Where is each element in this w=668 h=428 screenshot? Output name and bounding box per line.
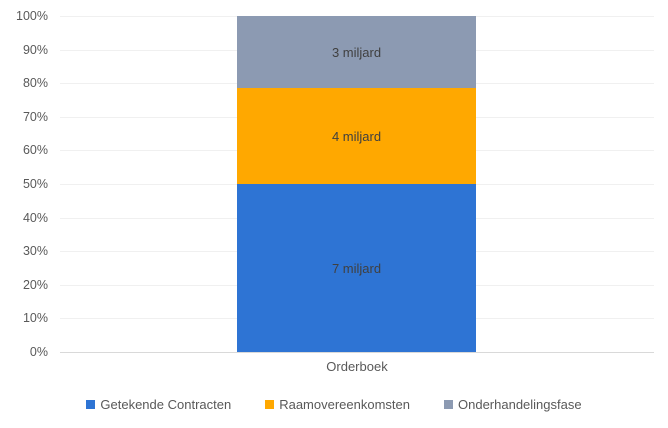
legend-item-raamovereenkomsten: Raamovereenkomsten xyxy=(265,397,410,412)
y-tick-label: 90% xyxy=(22,42,48,57)
data-label: 7 miljard xyxy=(331,260,382,276)
legend-label: Getekende Contracten xyxy=(100,397,232,412)
y-tick-label: 10% xyxy=(22,311,48,326)
legend-label: Raamovereenkomsten xyxy=(279,397,410,412)
legend-swatch-icon xyxy=(444,400,453,409)
x-axis-line xyxy=(60,352,654,353)
data-label: 3 miljard xyxy=(331,44,382,60)
legend-label: Onderhandelingsfase xyxy=(458,397,582,412)
y-tick-label: 0% xyxy=(29,345,48,359)
legend: Getekende Contracten Raamovereenkomsten On… xyxy=(0,397,668,412)
bar-segment-getekende-contracten: 7 miljard xyxy=(237,184,476,352)
data-label: 4 miljard xyxy=(331,128,382,144)
plot-area: 3 miljard 4 miljard 7 miljard xyxy=(60,16,654,353)
legend-swatch-icon xyxy=(86,400,96,409)
y-tick-label: 30% xyxy=(22,244,48,259)
y-tick-label: 20% xyxy=(22,277,48,292)
legend-item-onderhandelingsfase: Onderhandelingsfase xyxy=(444,397,582,412)
bar-segment-onderhandelingsfase: 3 miljard xyxy=(237,16,476,88)
bar-orderboek: 3 miljard 4 miljard 7 miljard xyxy=(237,16,476,352)
x-axis-category-label: Orderboek xyxy=(326,359,388,374)
legend-swatch-icon xyxy=(265,400,275,409)
y-tick-label: 100% xyxy=(16,9,48,23)
y-tick-label: 70% xyxy=(22,109,48,124)
y-tick-label: 50% xyxy=(22,177,48,191)
y-tick-label: 40% xyxy=(22,210,48,225)
bar-segment-raamovereenkomsten: 4 miljard xyxy=(237,88,476,184)
y-tick-label: 60% xyxy=(22,143,48,158)
legend-item-getekende-contracten: Getekende Contracten xyxy=(86,397,231,412)
y-tick-label: 80% xyxy=(22,76,48,91)
